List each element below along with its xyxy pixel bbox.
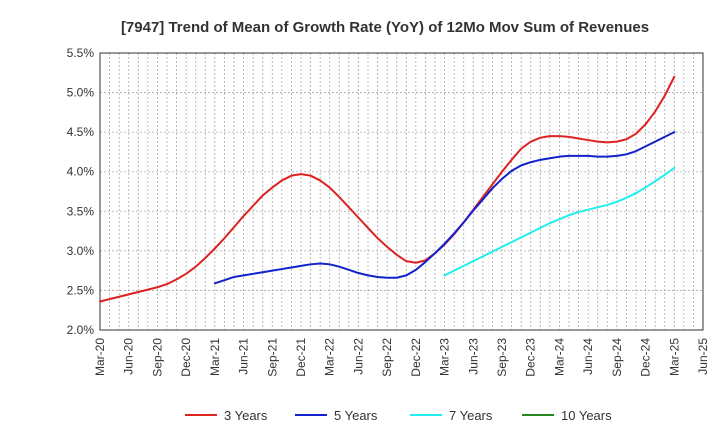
- y-tick-label: 4.0%: [67, 165, 95, 179]
- y-axis: 2.0% 2.5% 3.0% 3.5% 4.0% 4.5% 5.0% 5.5%: [67, 46, 95, 337]
- y-tick-label: 3.5%: [67, 204, 95, 218]
- x-tick-label: Jun-21: [237, 338, 251, 375]
- x-tick-label: Mar-22: [323, 338, 337, 376]
- x-tick-label: Dec-23: [524, 338, 538, 377]
- x-tick-label: Dec-22: [409, 338, 423, 377]
- plot-frame: [99, 52, 704, 331]
- series-line-3-years: [99, 75, 676, 303]
- x-tick-label: Mar-20: [93, 338, 107, 376]
- series-lines: [99, 75, 676, 303]
- x-tick-label: Jun-22: [351, 338, 365, 375]
- y-tick-label: 2.5%: [67, 283, 95, 297]
- x-tick-label: Jun-20: [122, 338, 136, 375]
- x-tick-label: Dec-20: [179, 338, 193, 377]
- x-tick-label: Mar-24: [552, 338, 566, 376]
- series-line-5-years: [213, 131, 676, 285]
- y-tick-label: 5.0%: [67, 86, 95, 100]
- legend-label-10-years: 10 Years: [561, 408, 612, 423]
- x-tick-label: Mar-23: [438, 338, 452, 376]
- series-line-7-years: [443, 166, 676, 277]
- x-tick-label: Sep-20: [150, 338, 164, 377]
- legend-label-3-years: 3 Years: [224, 408, 268, 423]
- x-tick-label: Jun-24: [581, 338, 595, 375]
- x-tick-label: Sep-24: [610, 338, 624, 377]
- y-tick-label: 3.0%: [67, 244, 95, 258]
- x-axis: Mar-20 Jun-20 Sep-20 Dec-20 Mar-21 Jun-21 Sep-…: [93, 338, 710, 377]
- legend-label-5-years: 5 Years: [334, 408, 378, 423]
- grid: [99, 52, 704, 331]
- x-tick-label: Sep-22: [380, 338, 394, 377]
- y-tick-label: 2.0%: [67, 323, 95, 337]
- y-tick-label: 5.5%: [67, 46, 95, 60]
- chart-title: [7947] Trend of Mean of Growth Rate (YoY…: [121, 19, 649, 36]
- legend: 3 Years 5 Years 7 Years 10 Years: [185, 408, 612, 423]
- x-tick-label: Jun-23: [466, 338, 480, 375]
- x-tick-label: Jun-25: [696, 338, 710, 375]
- x-tick-label: Mar-25: [667, 338, 681, 376]
- x-tick-label: Dec-21: [294, 338, 308, 377]
- x-tick-label: Dec-24: [639, 338, 653, 377]
- x-tick-label: Sep-23: [495, 338, 509, 377]
- x-tick-label: Sep-21: [265, 338, 279, 377]
- x-tick-label: Mar-21: [208, 338, 222, 376]
- y-tick-label: 4.5%: [67, 125, 95, 139]
- legend-label-7-years: 7 Years: [449, 408, 493, 423]
